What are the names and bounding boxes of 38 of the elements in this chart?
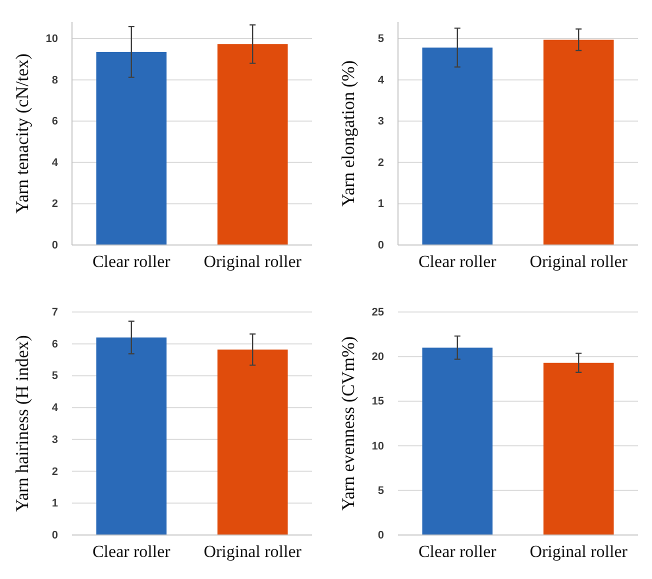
y-tick-label: 20 [372,351,384,364]
y-tick-label: 3 [378,116,384,128]
y-axis-title: Yarn evenness (CVm%) [338,336,358,511]
y-tick-label: 2 [52,466,58,478]
y-tick-label: 15 [372,396,384,408]
x-tick-label: Original roller [530,542,628,562]
y-tick-label: 5 [378,484,384,497]
x-tick-label: Clear roller [418,542,497,562]
y-tick-label: 4 [52,156,59,169]
y-tick-label: 0 [378,240,384,252]
y-tick-label: 2 [52,198,58,210]
y-tick-label: 4 [52,402,59,414]
y-tick-label: 2 [378,156,384,169]
y-axis-title: Yarn hairiness (H index) [12,335,32,512]
y-tick-label: 3 [52,434,58,446]
x-tick-label: Clear roller [418,252,497,272]
x-tick-label: Original roller [204,252,302,272]
y-tick-label: 10 [372,440,384,452]
y-tick-label: 0 [52,530,58,542]
y-tick-label: 7 [52,306,58,319]
y-tick-label: 5 [378,33,384,46]
x-tick-label: Clear roller [92,252,171,272]
y-tick-label: 0 [378,530,384,542]
y-axis-title: Yarn tenacity (cN/tex) [12,53,32,214]
y-tick-label: 0 [52,240,58,252]
y-tick-label: 8 [52,74,58,86]
y-tick-label: 1 [378,198,384,210]
x-tick-label: Clear roller [92,542,171,562]
y-tick-label: 25 [372,306,384,319]
y-tick-label: 4 [378,74,385,86]
y-tick-label: 1 [52,498,58,510]
y-tick-label: 6 [52,338,58,350]
y-tick-label: 6 [52,116,58,128]
x-tick-label: Original roller [204,542,302,562]
y-axis-title: Yarn elongation (%) [338,60,358,207]
x-tick-label: Original roller [530,252,628,272]
y-tick-label: 5 [52,370,58,382]
y-tick-label: 10 [46,33,58,46]
